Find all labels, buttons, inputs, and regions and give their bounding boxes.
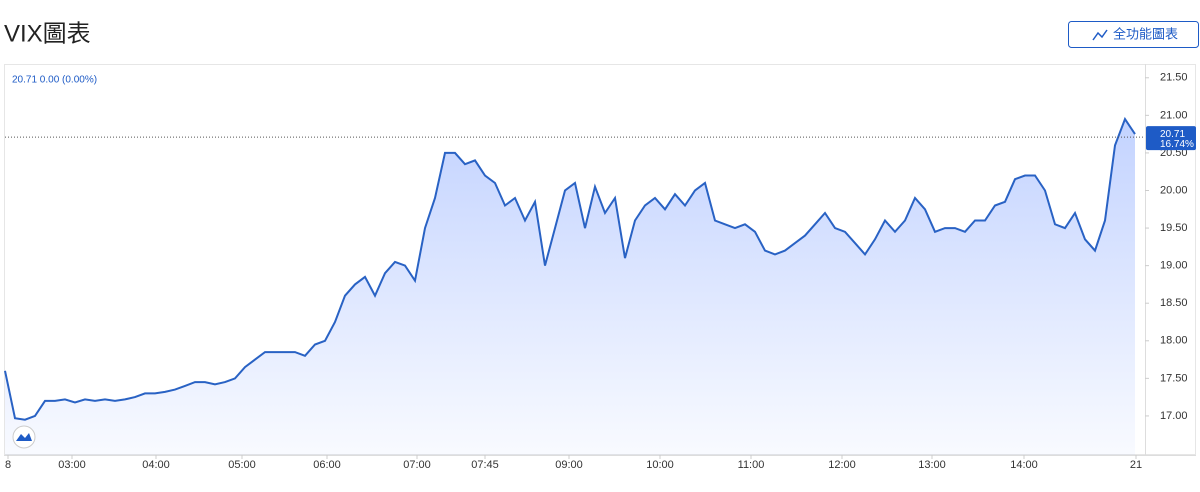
page-title: VIX圖表 (4, 20, 91, 47)
x-tick-label: 13:00 (918, 459, 946, 471)
y-tick-label: 18.00 (1160, 335, 1188, 347)
last-change-label: 16.74% (1160, 139, 1194, 150)
logo-icon (16, 433, 32, 441)
button-label[interactable]: 全功能圖表 (1113, 26, 1178, 41)
y-tick-label: 21.00 (1160, 109, 1188, 121)
x-tick-label: 04:00 (142, 459, 170, 471)
y-tick-label: 17.50 (1160, 372, 1188, 384)
x-tick-label: 03:00 (58, 459, 86, 471)
button-icon (1092, 29, 1108, 41)
x-tick-label: 10:00 (646, 459, 674, 471)
x-tick-label: 11:00 (738, 459, 765, 471)
y-tick-label: 20.00 (1160, 184, 1188, 196)
x-tick-label: 14:00 (1010, 459, 1038, 471)
y-tick-label: 18.50 (1160, 297, 1188, 309)
full-chart-button[interactable] (1068, 21, 1199, 48)
area-line (4, 116, 1136, 421)
x-tick-label: 8 (5, 459, 11, 471)
y-tick-label: 19.00 (1160, 260, 1188, 272)
x-tick-label: 12:00 (828, 459, 856, 471)
x-tick-label: 05:00 (228, 459, 256, 471)
legend-text: 20.71 0.00 (0.00%) (12, 75, 97, 86)
x-tick-label: 07:45 (471, 459, 499, 471)
area-fill (5, 119, 1135, 455)
y-tick-label: 19.50 (1160, 222, 1188, 234)
x-tick-label: 21 (1130, 459, 1142, 471)
last-price-box (1146, 126, 1196, 151)
x-tick-label: 09:00 (555, 459, 583, 471)
y-tick-label: 21.50 (1160, 72, 1188, 84)
x-tick-label: 06:00 (313, 459, 341, 471)
last-price-label: 20.71 (1160, 129, 1185, 140)
x-tick-label: 07:00 (403, 459, 431, 471)
y-tick-label: 17.00 (1160, 410, 1188, 422)
